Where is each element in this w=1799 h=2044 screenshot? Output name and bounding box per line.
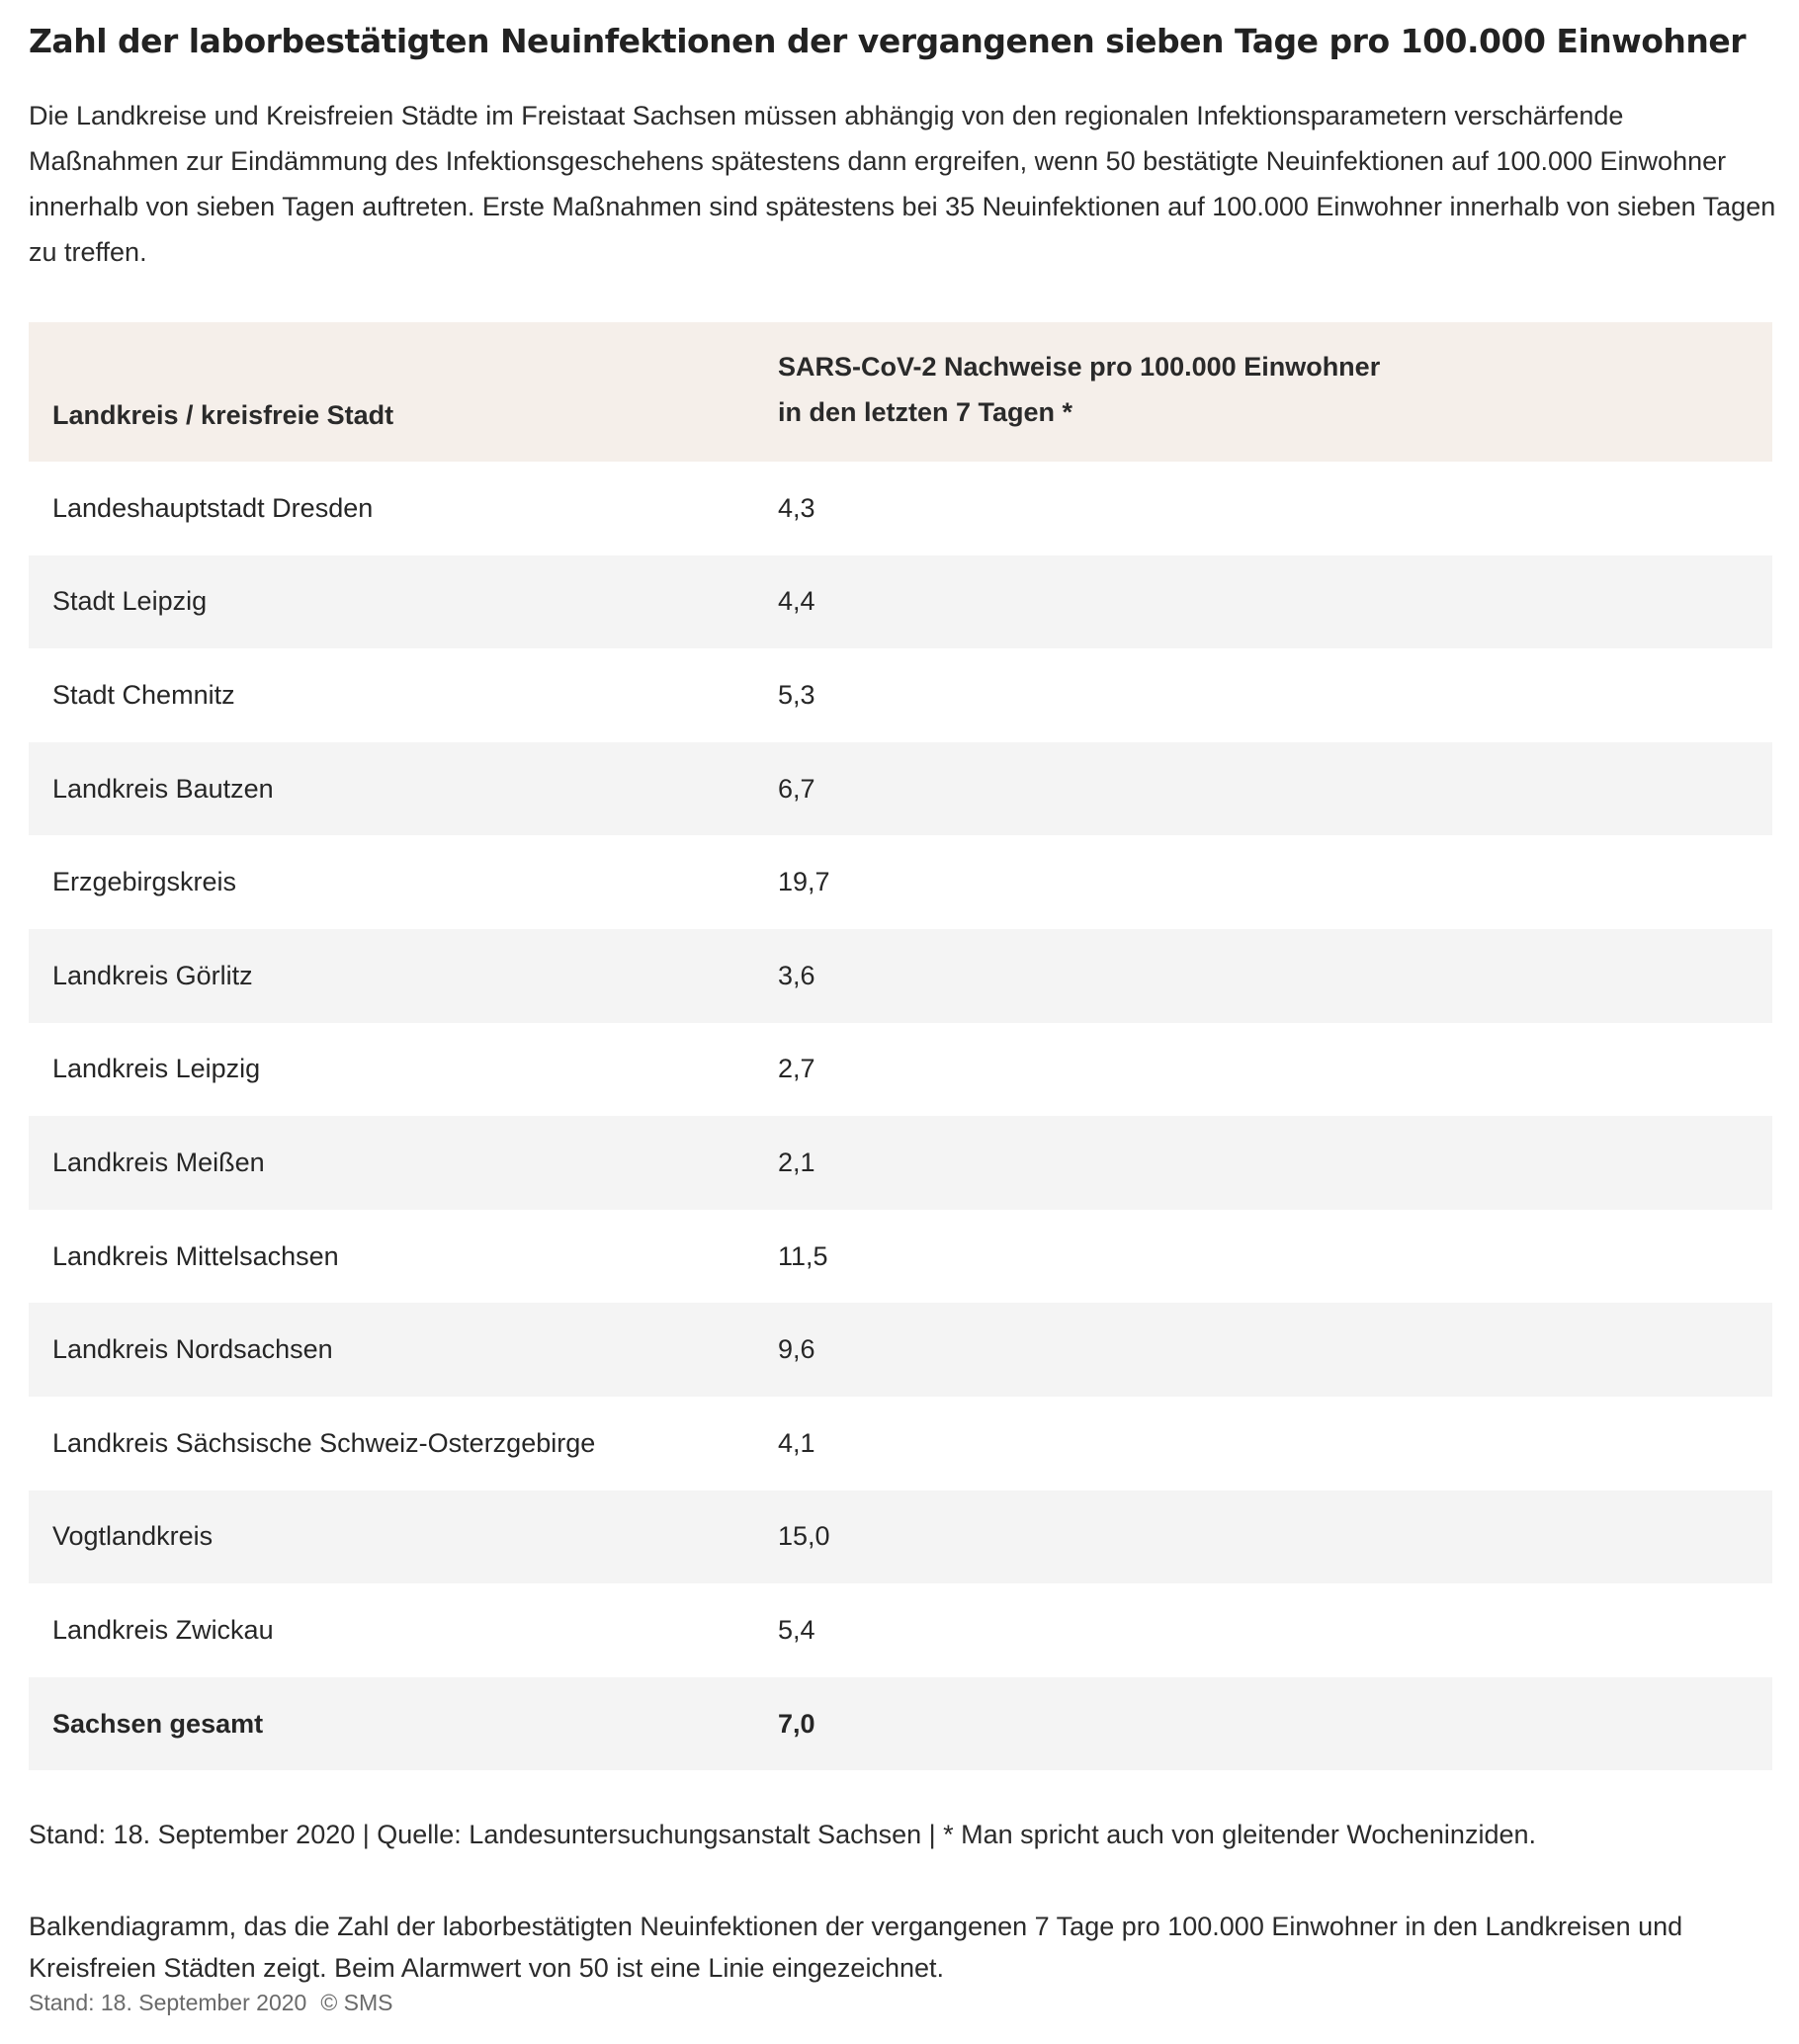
value-cell: 3,6 [778,960,815,990]
value-cell: 11,5 [778,1240,828,1271]
region-cell: Landkreis Mittelsachsen [52,1240,339,1271]
intro-paragraph: Die Landkreise und Kreisfreien Städte im… [29,101,1776,267]
region-cell: Landkreis Sächsische Schweiz-Osterzgebir… [52,1427,596,1458]
table-row: Landkreis Leipzig 2,7 [29,1023,1772,1117]
table-row: Landeshauptstadt Dresden 4,3 [29,462,1772,555]
value-cell: 2,7 [778,1054,815,1084]
table-row: Landkreis Bautzen 6,7 [29,741,1772,836]
value-cell: 19,7 [778,867,830,897]
value-cell: 4,4 [778,586,815,617]
table-row: Vogtlandkreis 15,0 [29,1490,1772,1584]
value-cell: 5,4 [778,1614,815,1645]
value-cell: 2,1 [778,1147,815,1177]
table-row: Landkreis Görlitz 3,6 [29,928,1772,1023]
table-row: Erzgebirgskreis 19,7 [29,835,1772,929]
table-row: Landkreis Mittelsachsen 11,5 [29,1210,1772,1304]
table-total-row: Sachsen gesamt 7,0 [29,1676,1772,1771]
region-cell: Erzgebirgskreis [52,867,237,897]
column-header-value-line1: SARS-CoV-2 Nachweise pro 100.000 Einwohn… [778,352,1381,382]
credit-date: Stand: 18. September 2020 [29,1990,307,2015]
image-credit: Stand: 18. September 2020 © SMS [29,1988,393,2017]
region-cell: Landkreis Meißen [52,1147,265,1177]
total-region-cell: Sachsen gesamt [52,1708,264,1739]
region-cell: Landkreis Zwickau [52,1614,274,1645]
page-title: Zahl der laborbestätigten Neuinfektionen… [29,22,1747,60]
source-footnote: Stand: 18. September 2020 | Quelle: Land… [29,1820,1536,1849]
total-value-cell: 7,0 [778,1708,815,1739]
column-header-value: SARS-CoV-2 Nachweise pro 100.000 Einwohn… [754,322,1772,462]
table-header-row: Landkreis / kreisfreie Stadt SARS-CoV-2 … [29,322,1772,462]
column-header-value-line2: in den letzten 7 Tagen * [778,397,1073,427]
value-cell: 4,3 [778,492,815,523]
table-row: Stadt Chemnitz 5,3 [29,648,1772,742]
region-cell: Landkreis Nordsachsen [52,1334,333,1365]
region-cell: Vogtlandkreis [52,1521,214,1552]
table-row: Landkreis Zwickau 5,4 [29,1583,1772,1677]
region-cell: Landeshauptstadt Dresden [52,492,374,523]
region-cell: Stadt Chemnitz [52,679,235,710]
credit-copyright: © SMS [320,1990,393,2015]
value-cell: 6,7 [778,773,815,804]
region-cell: Stadt Leipzig [52,586,208,617]
column-header-region: Landkreis / kreisfreie Stadt [52,400,394,430]
table-row: Landkreis Sächsische Schweiz-Osterzgebir… [29,1397,1772,1490]
incidence-table: Landkreis / kreisfreie Stadt SARS-CoV-2 … [29,322,1772,1771]
region-cell: Landkreis Bautzen [52,773,274,804]
table-row: Stadt Leipzig 4,4 [29,554,1772,649]
value-cell: 9,6 [778,1334,815,1365]
value-cell: 5,3 [778,679,815,710]
table-row: Landkreis Nordsachsen 9,6 [29,1303,1772,1397]
table-row: Landkreis Meißen 2,1 [29,1116,1772,1210]
value-cell: 4,1 [778,1427,815,1458]
value-cell: 15,0 [778,1521,830,1552]
chart-caption: Balkendiagramm, das die Zahl der laborbe… [29,1912,1683,1983]
region-cell: Landkreis Görlitz [52,960,253,990]
region-cell: Landkreis Leipzig [52,1054,261,1084]
